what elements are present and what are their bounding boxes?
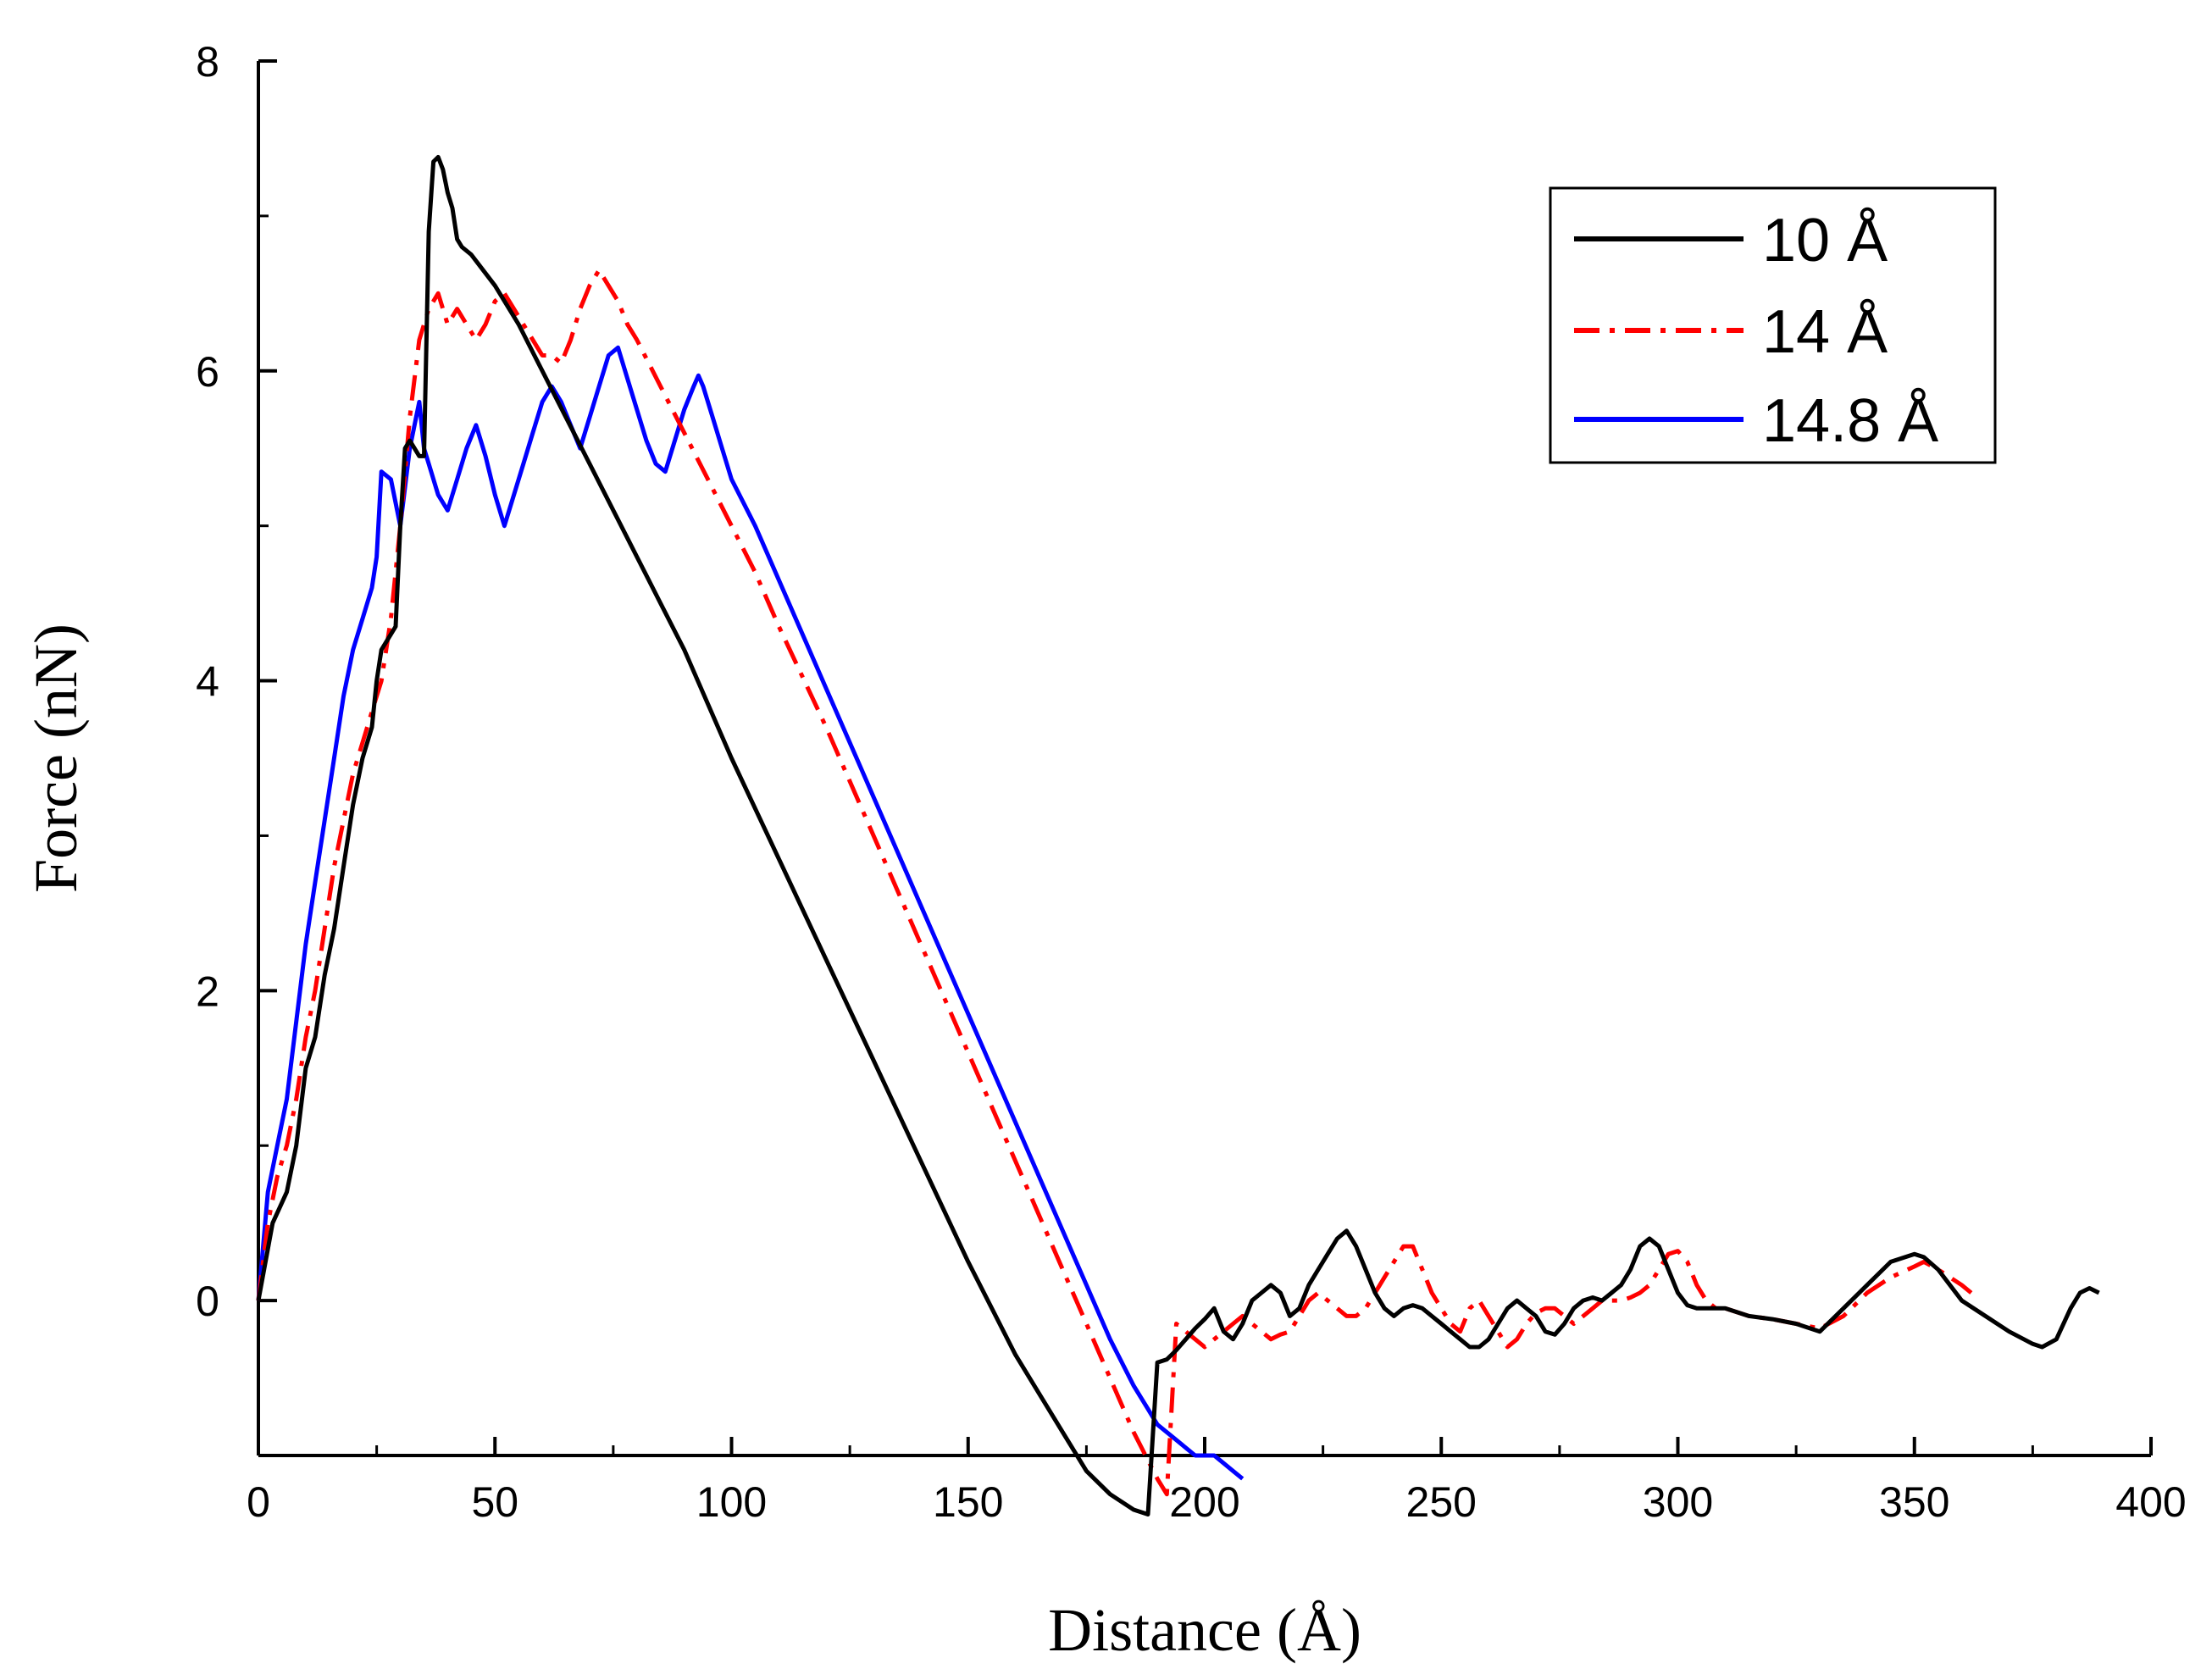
x-axis-title: Distance (Å) <box>1048 1596 1361 1664</box>
x-tick-label-400: 400 <box>2115 1478 2186 1526</box>
legend-label-10a: 10 Å <box>1762 207 1888 274</box>
legend-label-14-8a: 14.8 Å <box>1762 387 1938 455</box>
legend: 10 Å 14 Å 14.8 Å <box>1549 186 1997 464</box>
y-axis-title: Force (nN) <box>22 624 90 893</box>
y-tick-label-4: 4 <box>196 658 219 706</box>
y-tick-label-6: 6 <box>196 348 219 396</box>
x-ticks: 0 50 100 150 200 250 300 350 400 <box>247 1437 2187 1526</box>
y-tick-label-8: 8 <box>196 38 219 86</box>
x-tick-label-150: 150 <box>933 1478 1003 1526</box>
x-tick-label-100: 100 <box>696 1478 767 1526</box>
legend-label-14a: 14 Å <box>1762 298 1888 366</box>
series-line-10- <box>256 154 2100 1516</box>
x-tick-label-0: 0 <box>247 1478 270 1526</box>
y-tick-label-2: 2 <box>196 968 219 1015</box>
x-tick-label-200: 200 <box>1169 1478 1239 1526</box>
y-ticks: 0 2 4 6 8 <box>196 38 277 1457</box>
x-tick-label-300: 300 <box>1643 1478 1713 1526</box>
x-tick-label-350: 350 <box>1879 1478 1949 1526</box>
x-tick-label-250: 250 <box>1406 1478 1477 1526</box>
x-tick-label-50: 50 <box>471 1478 518 1526</box>
series-layer <box>256 154 2100 1516</box>
series-line-14-8- <box>256 345 1245 1481</box>
y-tick-label-0: 0 <box>196 1278 219 1325</box>
series-line-14- <box>256 268 1973 1497</box>
